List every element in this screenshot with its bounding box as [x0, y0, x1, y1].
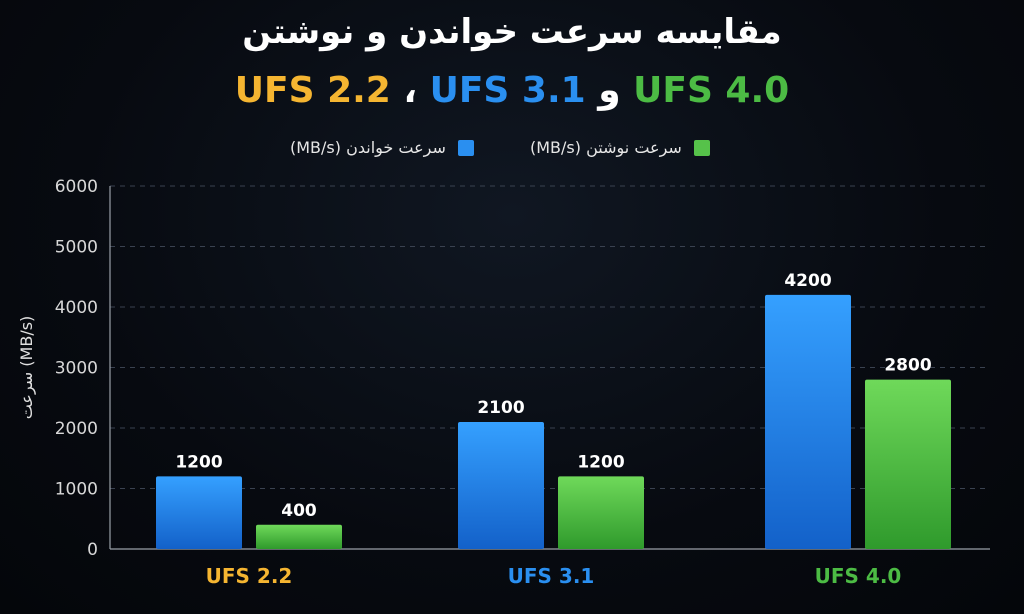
y-tick-label: 3000 — [55, 359, 98, 379]
y-tick-label: 4000 — [55, 298, 98, 318]
chart-subtitle: UFS 4.0 و UFS 3.1 ، UFS 2.2 — [0, 70, 1024, 111]
legend-label-read: سرعت خواندن (MB/s) — [290, 138, 446, 157]
subtitle-segment: UFS 3.1 — [429, 70, 586, 111]
data-label: 1200 — [175, 452, 222, 472]
data-label: 4200 — [784, 271, 831, 291]
bar — [156, 476, 242, 549]
y-axis-label: سرعت (MB/s) — [17, 316, 37, 420]
subtitle-segment: UFS 2.2 — [234, 70, 391, 111]
y-tick-label: 6000 — [55, 177, 98, 197]
data-label: 2100 — [477, 398, 524, 418]
legend-swatch-write — [693, 139, 710, 156]
legend: سرعت خواندن (MB/s) سرعت نوشتن (MB/s) — [0, 138, 1024, 164]
subtitle-segment: و — [585, 70, 634, 111]
y-tick-label: 5000 — [55, 238, 98, 258]
x-tick-label: UFS 4.0 — [815, 564, 902, 588]
bar — [865, 379, 951, 549]
legend-swatch-read — [457, 139, 474, 156]
subtitle-segment: UFS 4.0 — [633, 70, 790, 111]
y-tick-label: 0 — [87, 540, 98, 560]
bar — [256, 524, 342, 549]
bar — [458, 421, 544, 549]
data-label: 400 — [281, 501, 317, 521]
data-label: 1200 — [577, 452, 624, 472]
y-tick-label: 1000 — [55, 480, 98, 500]
legend-item-write: سرعت نوشتن (MB/s) — [530, 138, 710, 157]
bar — [765, 294, 851, 549]
data-label: 2800 — [884, 356, 931, 376]
chart-title: مقایسه سرعت خواندن و نوشتن — [242, 12, 782, 52]
subtitle-segment: ، — [390, 70, 430, 111]
bar — [558, 476, 644, 549]
legend-item-read: سرعت خواندن (MB/s) — [290, 138, 474, 157]
y-tick-label: 2000 — [55, 419, 98, 439]
x-tick-label: UFS 2.2 — [206, 564, 293, 588]
legend-label-write: سرعت نوشتن (MB/s) — [530, 138, 682, 157]
x-tick-label: UFS 3.1 — [508, 564, 595, 588]
